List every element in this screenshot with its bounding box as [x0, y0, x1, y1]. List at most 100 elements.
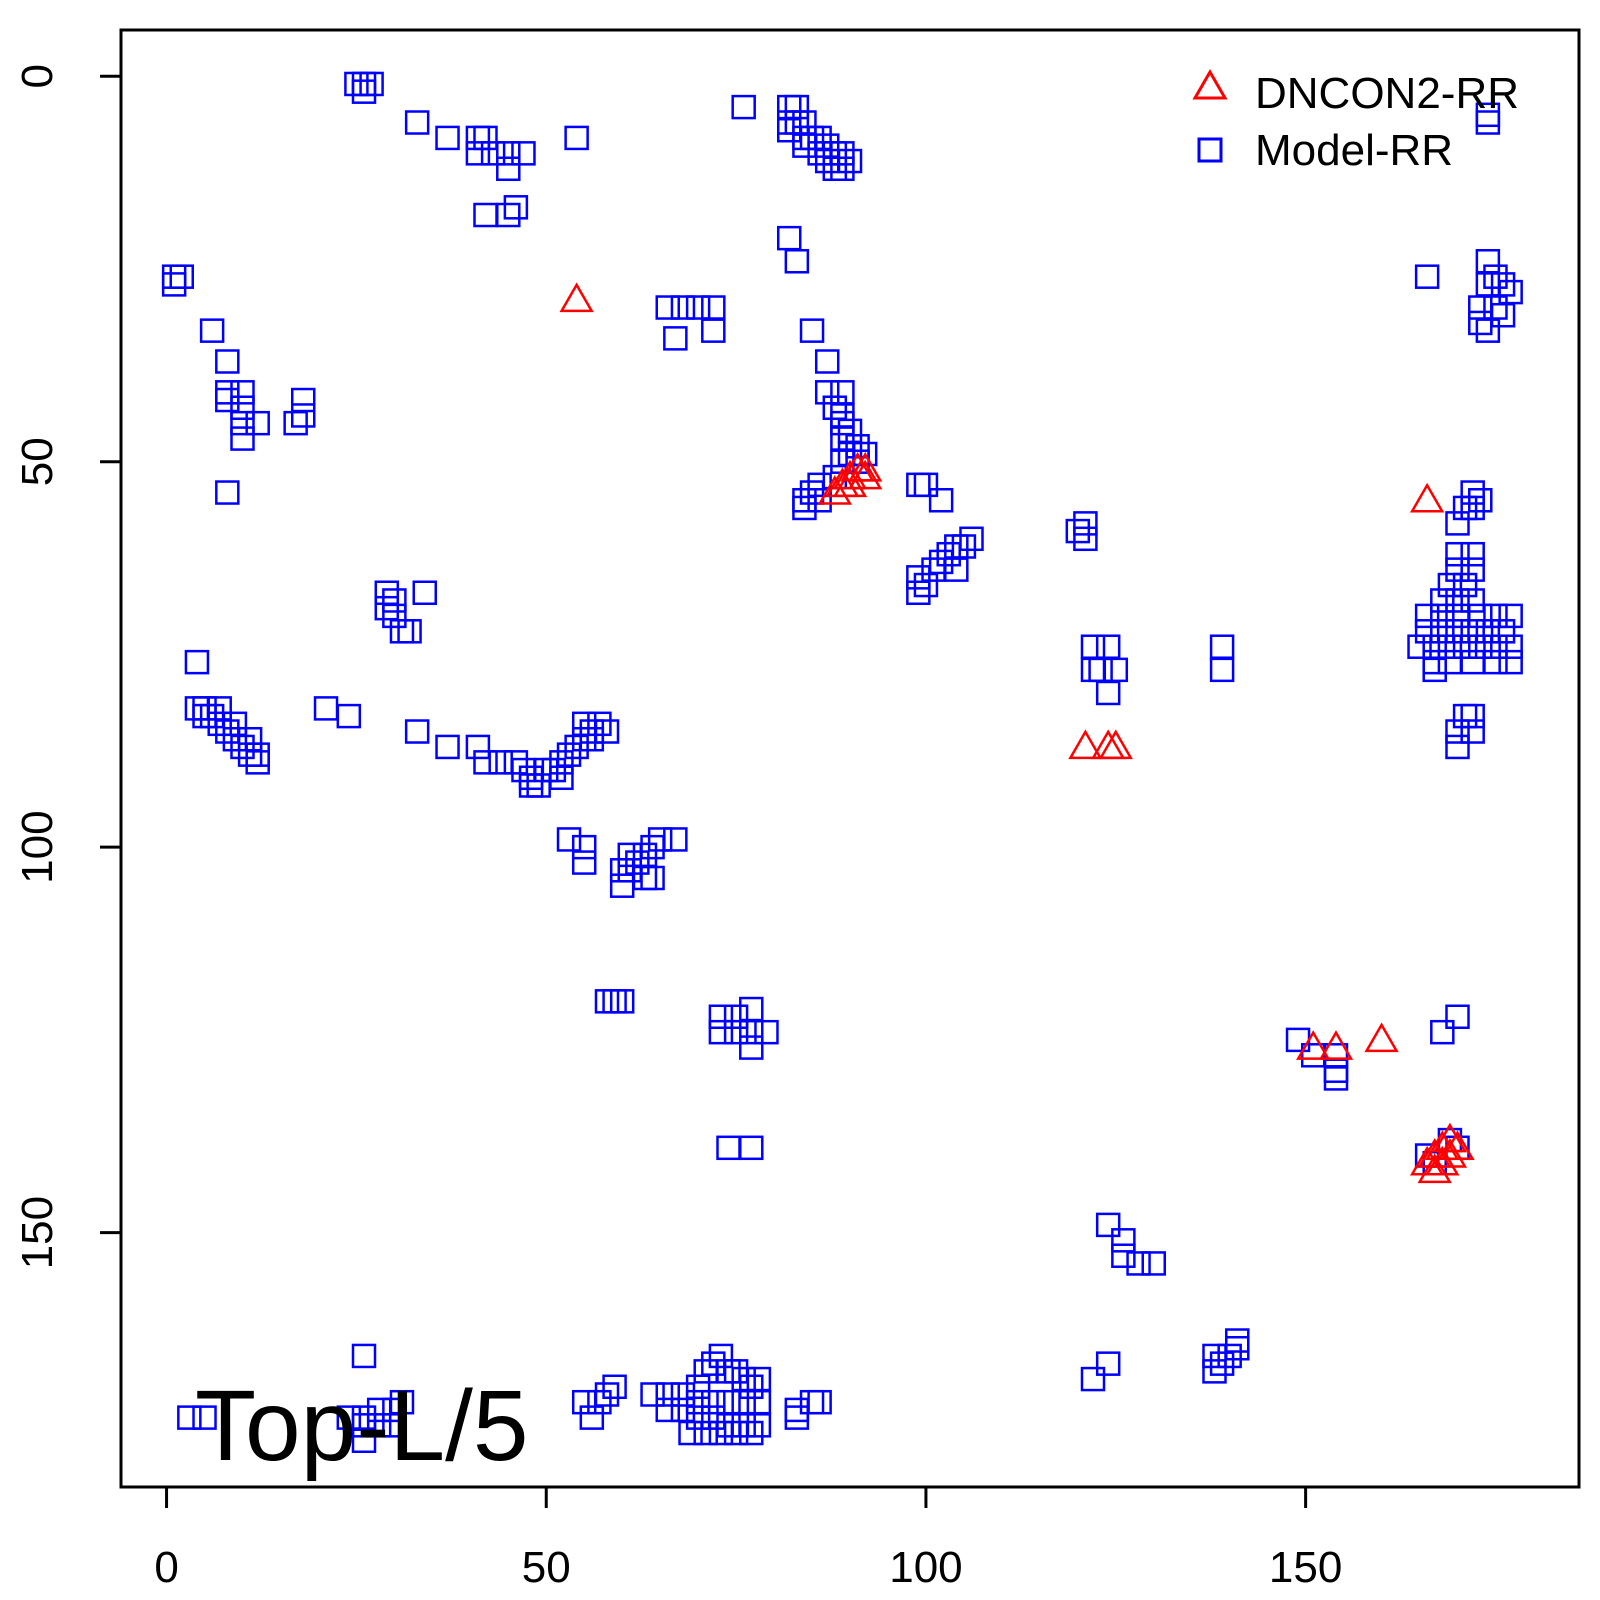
model-rr-point [184, 696, 210, 721]
model-rr-point [1452, 634, 1478, 659]
y-tick-label: 0 [13, 64, 62, 88]
model-rr-point [230, 426, 255, 451]
model-rr-point [814, 148, 840, 174]
model-rr-point [1483, 634, 1508, 659]
model-rr-point [245, 750, 270, 775]
model-rr-point [708, 1019, 734, 1045]
model-rr-point [177, 1405, 202, 1430]
model-rr-point [739, 1420, 764, 1446]
model-rr-point [906, 565, 931, 590]
model-rr-point [556, 742, 582, 767]
model-rr-point [564, 734, 589, 760]
model-rr-point [1209, 657, 1235, 683]
model-rr-point [534, 757, 559, 783]
model-rr-point [792, 125, 817, 151]
model-rr-point [837, 441, 863, 467]
model-rr-point [799, 125, 825, 151]
model-rr-point [571, 834, 597, 860]
model-rr-point [549, 765, 574, 791]
model-rr-point [488, 750, 513, 775]
model-rr-point [587, 1389, 612, 1415]
model-rr-point [1468, 634, 1493, 659]
model-rr-point [1437, 634, 1463, 659]
model-rr-point [351, 79, 377, 104]
model-rr-point [928, 487, 954, 513]
model-rr-point [1460, 588, 1485, 613]
model-rr-point [1065, 518, 1091, 544]
model-rr-point [670, 1382, 696, 1407]
model-rr-point [723, 1359, 749, 1384]
model-rr-point [594, 989, 620, 1014]
model-rr-point [739, 1019, 764, 1045]
model-rr-point [237, 742, 263, 767]
model-rr-point [951, 534, 977, 559]
model-rr-point [723, 1420, 749, 1446]
model-rr-point [792, 487, 817, 513]
model-rr-point [571, 850, 597, 875]
y-tick-label: 150 [13, 1196, 62, 1269]
model-rr-point [655, 1382, 680, 1407]
model-rr-point [625, 850, 650, 875]
x-axis: 0 50 100 150 [154, 1485, 1342, 1592]
model-rr-point [830, 156, 855, 182]
model-rr-point [1225, 1328, 1250, 1353]
dncon2-rr-point [1409, 482, 1445, 513]
legend-triangle-marker [1192, 68, 1228, 100]
model-rr-point [1445, 734, 1470, 760]
model-rr-point [556, 827, 582, 852]
model-rr-point [792, 495, 817, 521]
model-rr-point [913, 572, 939, 598]
model-rr-point [1095, 1351, 1121, 1376]
model-rr-point [814, 380, 840, 405]
model-rr-point [1452, 703, 1478, 729]
model-rr-point [207, 711, 232, 737]
dncon2-rr-point [1296, 1030, 1331, 1060]
model-rr-point [518, 773, 544, 798]
model-rr-point [283, 410, 308, 436]
model-rr-point [701, 1405, 726, 1430]
model-rr-point [215, 719, 240, 744]
model-rr-point [921, 557, 946, 582]
model-rr-point [473, 125, 498, 151]
model-rr-point [777, 117, 802, 143]
model-rr-point [913, 472, 939, 498]
model-rr-point [708, 1004, 734, 1030]
model-rr-point [359, 71, 384, 97]
model-rr-point [830, 426, 855, 451]
model-rr-point [1498, 279, 1523, 305]
model-rr-point [1498, 603, 1523, 629]
model-rr-point [480, 141, 506, 166]
model-rr-point [549, 750, 574, 775]
model-rr-point [1460, 541, 1485, 567]
annotation-label: Top-L/5 [195, 1370, 529, 1482]
dncon2-rr-point [1440, 1130, 1475, 1161]
model-rr-point [237, 726, 263, 752]
model-rr-point [412, 580, 437, 606]
model-rr-point [685, 1389, 711, 1415]
model-rr-point [777, 94, 802, 120]
model-rr-point [1217, 1343, 1242, 1369]
model-rr-point [1202, 1343, 1227, 1369]
model-rr-point [1225, 1335, 1250, 1361]
model-rr-point [716, 1389, 741, 1415]
model-rr-point [617, 858, 643, 883]
model-rr-point [435, 734, 460, 760]
model-rr-point [685, 295, 711, 320]
model-rr-point [640, 1382, 665, 1407]
model-rr-point [1483, 295, 1508, 320]
dncon2-rr-point [1364, 1022, 1399, 1053]
model-rr-point [230, 380, 255, 405]
model-rr-point [1475, 619, 1501, 644]
model-rr-point [215, 480, 240, 505]
model-rr-point [215, 387, 240, 413]
model-rr-point [936, 541, 961, 567]
model-rr-point [1498, 649, 1523, 675]
model-rr-point [1460, 480, 1485, 505]
dncon2-rr-point [1417, 1153, 1452, 1184]
model-rr-point [1209, 1351, 1235, 1376]
model-rr-point [609, 858, 635, 883]
model-rr-point [511, 141, 536, 166]
model-rr-point [784, 249, 810, 274]
x-tick-label: 50 [522, 1543, 571, 1592]
